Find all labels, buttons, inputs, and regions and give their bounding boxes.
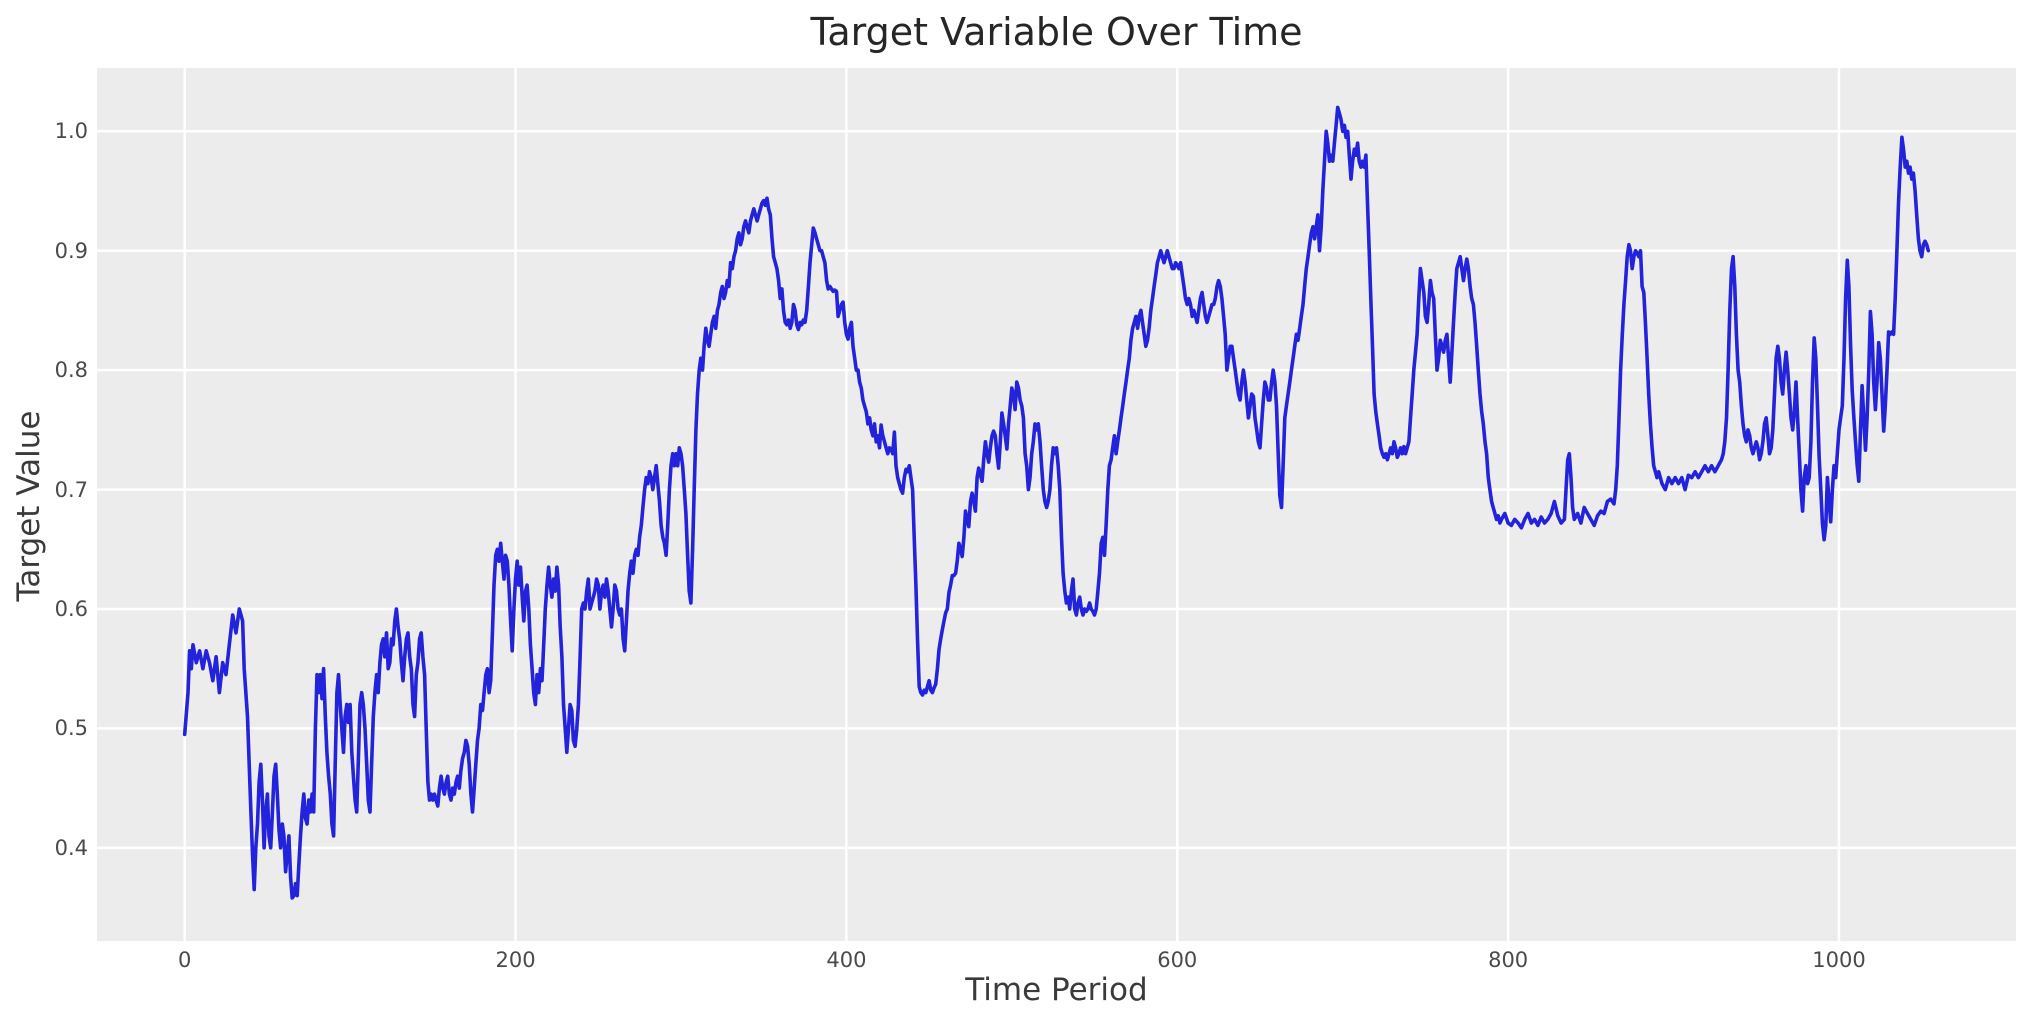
x-tick-label: 0 (177, 948, 192, 972)
y-tick-label: 0.5 (54, 716, 88, 741)
x-tick-label: 600 (1157, 948, 1198, 972)
chart-canvas (97, 68, 2016, 941)
x-tick-label: 1000 (1812, 948, 1866, 972)
x-tick-label: 200 (495, 948, 536, 972)
y-tick-label: 0.4 (54, 835, 88, 860)
y-tick-label: 0.7 (54, 477, 88, 502)
chart-title: Target Variable Over Time (810, 10, 1303, 54)
plot-area (97, 68, 2016, 941)
x-tick-label: 400 (826, 948, 867, 972)
series-line-target (182, 105, 1931, 900)
x-axis-label: Time Period (965, 972, 1148, 1008)
y-tick-label: 0.9 (54, 238, 88, 263)
y-tick-label: 0.6 (54, 596, 88, 621)
y-axis-label: Target Value (11, 410, 47, 602)
x-tick-label: 800 (1488, 948, 1529, 972)
y-tick-label: 1.0 (54, 119, 88, 144)
y-tick-label: 0.8 (54, 358, 88, 383)
